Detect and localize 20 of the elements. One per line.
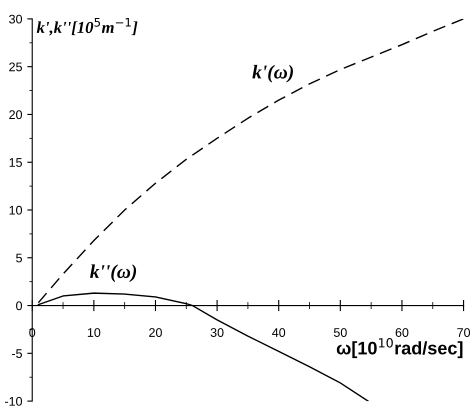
x-axis-title: ω[10$^{10}$rad/sec] [336, 338, 462, 358]
y-tick-label: -5 [12, 349, 22, 358]
y-axis-title: k',k''[10$^{5}$m$^{−1}$] [36, 18, 138, 36]
x-tick-label: 60 [396, 328, 408, 337]
x-tick-label: 50 [334, 328, 347, 337]
series-label: k'(ω) [252, 64, 293, 83]
x-tick-label: 70 [457, 328, 470, 337]
x-tick-label: 10 [88, 328, 100, 337]
y-tick-label: 10 [10, 206, 22, 215]
y-tick-label: 25 [9, 62, 22, 72]
x-tick-label: 40 [272, 328, 286, 337]
series-label: k''(ω) [90, 264, 136, 282]
x-tick-label: 30 [210, 328, 224, 337]
y-tick-label: 0 [16, 301, 22, 310]
y-tick-label: 20 [9, 110, 22, 120]
y-tick-label: -10 [5, 396, 22, 406]
y-tick-label: 30 [9, 14, 22, 24]
y-tick-label: 15 [10, 158, 22, 167]
x-tick-label: 20 [149, 328, 162, 337]
y-tick-label: 5 [16, 254, 22, 262]
